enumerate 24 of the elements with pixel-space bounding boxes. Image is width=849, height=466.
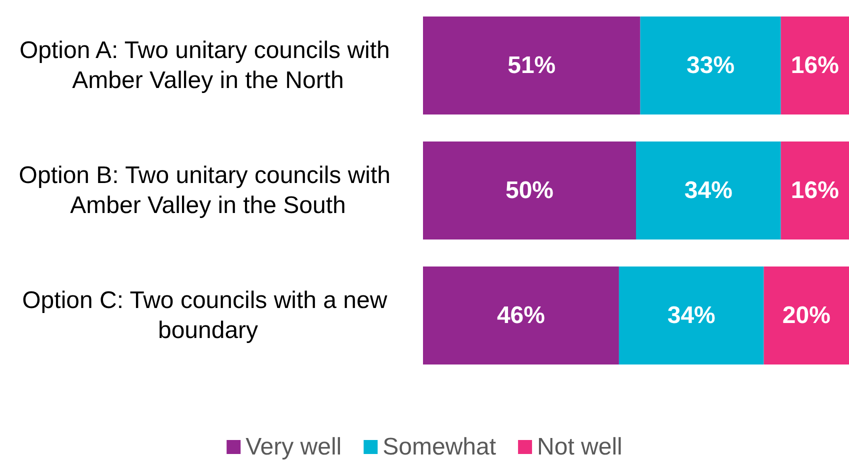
legend-label: Not well [537,434,622,460]
data-label: 34% [667,302,716,329]
data-label: 16% [790,177,839,204]
y-tick-label: Option B: Two unitary councils with Amber Valley in the South [18,162,398,219]
legend-label: Somewhat [382,434,496,460]
data-label: 16% [790,52,839,79]
bar [780,16,849,114]
y-tick-label: Option A: Two unitary councils with Amber Valley in the North [19,37,397,94]
data-label: 20% [782,302,830,329]
bar [618,266,764,364]
data-label: 51% [508,52,556,79]
legend-label: Very well [246,434,342,460]
y-tick-label: Option C: Two councils with a new boundary [22,287,394,344]
bar [640,16,781,114]
bar [423,142,636,240]
bar [423,266,619,364]
data-label: 46% [496,302,546,329]
bar [764,266,849,364]
data-label: 50% [505,177,554,204]
bar [423,16,640,114]
bar [636,142,781,240]
data-label: 34% [684,177,732,204]
bar [780,142,849,240]
data-label: 33% [686,52,735,79]
